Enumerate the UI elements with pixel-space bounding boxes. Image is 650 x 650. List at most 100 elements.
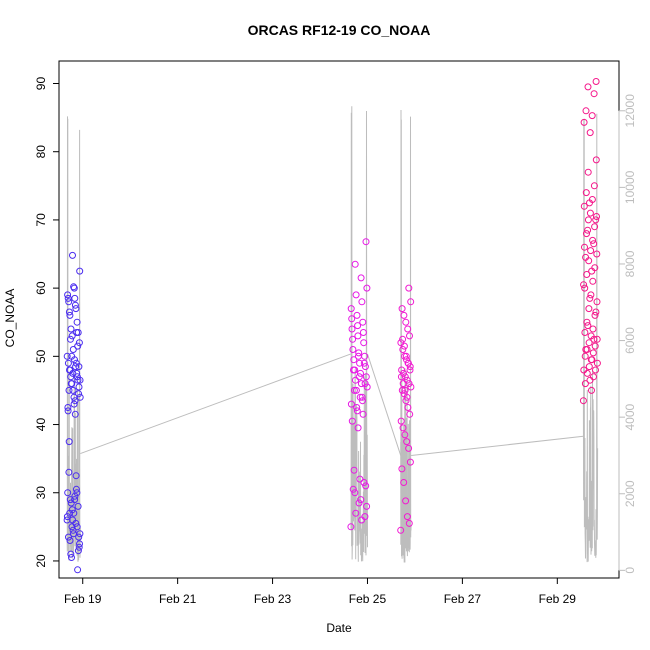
data-point: [581, 380, 589, 388]
data-point: [404, 404, 412, 411]
data-point: [581, 284, 589, 292]
altitude-connector: [411, 435, 584, 456]
data-point: [69, 369, 77, 377]
data-point: [397, 526, 405, 534]
data-point: [361, 363, 369, 371]
data-point: [69, 526, 77, 534]
data-point: [74, 502, 82, 510]
data-point: [69, 386, 77, 394]
data-point: [400, 311, 408, 319]
data-point: [350, 466, 358, 474]
data-point: [349, 485, 357, 493]
data-point: [586, 294, 594, 302]
data-point: [593, 213, 600, 220]
data-point: [352, 291, 360, 299]
data-point: [591, 223, 599, 231]
data-point: [350, 386, 358, 394]
data-point: [593, 250, 601, 258]
data-point: [70, 393, 78, 401]
data-point: [359, 397, 366, 405]
data-point: [593, 298, 601, 306]
data-point: [401, 431, 409, 439]
data-point: [64, 359, 72, 367]
data-point: [399, 346, 407, 353]
data-point: [354, 322, 362, 330]
y-axis-label: CO_NOAA: [3, 289, 17, 348]
data-point: [362, 482, 370, 490]
data-point: [348, 315, 356, 323]
y2-tick-label: 2000: [623, 480, 637, 507]
data-point: [75, 383, 83, 391]
data-point: [592, 156, 600, 164]
data-point: [64, 407, 72, 415]
data-point: [592, 366, 599, 374]
data-point: [65, 438, 73, 446]
data-point: [591, 342, 599, 350]
data-point: [75, 363, 83, 371]
data-point: [580, 366, 588, 374]
data-point: [581, 329, 589, 336]
data-point: [359, 329, 367, 336]
data-point: [65, 298, 73, 306]
data-point: [69, 516, 77, 524]
data-point: [403, 438, 411, 446]
data-point: [363, 284, 371, 292]
data-point: [403, 393, 411, 401]
data-point: [589, 349, 597, 357]
data-point: [64, 404, 72, 411]
data-point: [348, 325, 356, 333]
data-point: [73, 369, 81, 377]
co-points: [63, 78, 601, 574]
chart-title: ORCAS RF12-19 CO_NOAA: [248, 22, 431, 38]
data-point: [589, 325, 597, 333]
altitude-line-RF12: [66, 116, 81, 562]
data-point: [359, 318, 367, 326]
data-point: [590, 182, 598, 190]
data-point: [403, 356, 410, 364]
data-point: [590, 90, 598, 98]
data-point: [402, 318, 410, 326]
data-point: [589, 277, 597, 285]
data-point: [71, 397, 79, 405]
data-point: [347, 523, 355, 531]
altitude-line-RF17: [350, 106, 368, 562]
data-point: [352, 386, 360, 394]
x-axis: Feb 19 Feb 21 Feb 23 Feb 25 Feb 27 Feb 29: [64, 577, 576, 606]
data-point: [65, 386, 73, 394]
data-point: [351, 489, 359, 497]
data-point: [71, 410, 79, 418]
data-point: [399, 424, 407, 432]
data-point: [69, 346, 77, 353]
y-tick-label: 70: [34, 213, 48, 227]
data-point: [68, 506, 76, 514]
y-tick-label: 30: [34, 486, 48, 500]
y-tick-label: 80: [34, 145, 48, 159]
data-point: [71, 294, 79, 302]
data-point: [583, 230, 590, 238]
data-point: [72, 305, 80, 313]
data-point: [66, 496, 74, 504]
data-point: [64, 489, 72, 497]
data-point: [76, 530, 84, 538]
data-point: [357, 496, 365, 504]
data-point: [362, 238, 370, 246]
data-point: [67, 325, 75, 333]
data-point: [586, 129, 594, 137]
data-point: [349, 335, 357, 343]
data-point: [584, 83, 592, 91]
data-point: [402, 352, 410, 360]
data-point: [405, 284, 413, 292]
data-point: [67, 550, 75, 558]
data-point: [406, 332, 413, 340]
data-point: [402, 397, 410, 405]
data-point: [67, 335, 74, 343]
data-point: [360, 339, 368, 347]
data-point: [347, 305, 355, 313]
data-point: [357, 369, 364, 377]
data-point: [404, 359, 412, 367]
y-tick-label: 90: [34, 77, 48, 91]
data-point: [584, 322, 592, 330]
data-point: [361, 380, 369, 388]
data-point: [67, 499, 75, 507]
y2-tick-label: 6000: [623, 327, 637, 354]
